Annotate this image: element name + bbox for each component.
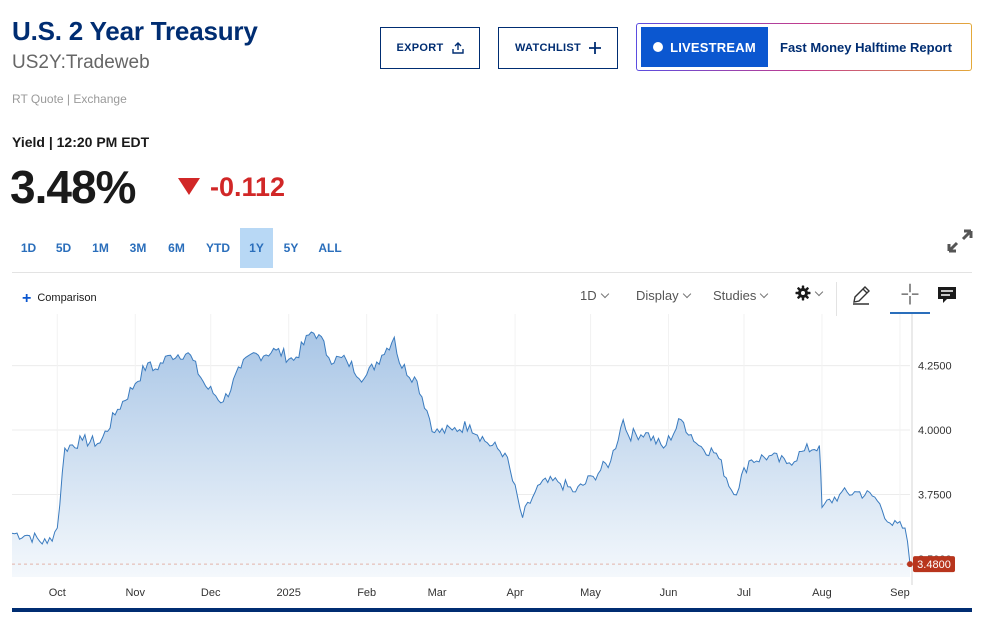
series-line xyxy=(11,331,911,565)
x-tick-label: Aug xyxy=(812,587,832,599)
livestream-label: LIVESTREAM xyxy=(670,39,756,55)
pencil-icon[interactable] xyxy=(850,284,872,306)
down-arrow-icon xyxy=(178,178,200,195)
studies-label: Studies xyxy=(713,288,757,303)
expand-icon[interactable] xyxy=(946,228,974,254)
area-fill xyxy=(12,332,910,577)
toolbar-divider xyxy=(12,272,972,273)
x-tick-label: Jun xyxy=(660,587,678,599)
chevron-down-icon xyxy=(600,289,609,299)
chevron-down-icon xyxy=(760,289,769,299)
display-label: Display xyxy=(636,288,679,303)
watchlist-button[interactable]: WATCHLIST xyxy=(498,27,618,69)
livestream-banner[interactable]: LIVESTREAM Fast Money Halftime Report xyxy=(636,23,972,71)
x-tick-label: Nov xyxy=(125,587,145,599)
display-dropdown[interactable]: Display xyxy=(636,288,691,303)
quote-source: RT Quote | Exchange xyxy=(12,92,127,106)
interval-label: 1D xyxy=(580,288,597,303)
range-5d[interactable]: 5D xyxy=(55,241,72,255)
last-point xyxy=(907,561,913,568)
yield-chart[interactable]: 4.25004.00003.75003.5000OctNovDec2025Feb… xyxy=(0,314,988,608)
plus-icon: + xyxy=(22,289,32,307)
range-1m[interactable]: 1M xyxy=(92,241,109,255)
share-icon xyxy=(451,42,464,54)
x-tick-label: 2025 xyxy=(276,587,300,599)
export-label: EXPORT xyxy=(396,42,444,54)
watchlist-label: WATCHLIST xyxy=(514,42,582,54)
settings-dropdown[interactable] xyxy=(795,285,824,301)
comparison-button[interactable]: + Comparison xyxy=(22,289,97,307)
gear-icon xyxy=(795,285,811,301)
x-tick-label: Mar xyxy=(428,587,447,599)
live-dot-icon xyxy=(653,42,664,52)
range-all[interactable]: ALL xyxy=(318,241,342,255)
ticker-symbol: US2Y:Tradeweb xyxy=(12,52,150,73)
y-tick-label: 4.0000 xyxy=(918,425,952,437)
range-selector: 1D 5D 1M 3M 6M YTD 1Y 5Y ALL xyxy=(12,228,351,268)
range-5y[interactable]: 5Y xyxy=(283,241,299,255)
x-tick-label: Sep xyxy=(890,587,910,599)
range-6m[interactable]: 6M xyxy=(168,241,185,255)
livestream-show-title: Fast Money Halftime Report xyxy=(780,39,952,55)
y-tick-label: 3.7500 xyxy=(918,489,952,501)
x-tick-label: Apr xyxy=(507,587,524,599)
crosshair-icon[interactable] xyxy=(890,280,930,314)
range-3m[interactable]: 3M xyxy=(129,241,147,255)
yield-timestamp: Yield | 12:20 PM EDT xyxy=(12,134,150,150)
export-button[interactable]: EXPORT xyxy=(380,27,480,69)
livestream-badge: LIVESTREAM xyxy=(641,27,768,67)
current-yield: 3.48% xyxy=(10,161,136,213)
interval-dropdown[interactable]: 1D xyxy=(580,288,609,303)
page-title: U.S. 2 Year Treasury xyxy=(12,16,258,46)
range-1y[interactable]: 1Y xyxy=(240,228,273,268)
x-tick-label: Dec xyxy=(201,587,221,599)
last-value-badge xyxy=(913,556,955,573)
x-tick-label: Jul xyxy=(737,587,751,599)
chevron-down-icon xyxy=(814,287,824,296)
last-value-label: 3.4800 xyxy=(917,559,951,571)
x-tick-label: May xyxy=(580,587,601,599)
chevron-down-icon xyxy=(682,289,691,299)
toolbar-separator xyxy=(836,282,837,316)
plus-icon xyxy=(589,42,602,54)
comment-icon[interactable] xyxy=(936,284,958,306)
range-ytd[interactable]: YTD xyxy=(206,241,230,255)
x-tick-label: Oct xyxy=(49,587,66,599)
y-tick-label: 4.2500 xyxy=(918,361,952,373)
comparison-label: Comparison xyxy=(37,292,97,304)
range-1d[interactable]: 1D xyxy=(20,241,37,255)
yield-change: -0.112 xyxy=(210,172,286,202)
studies-dropdown[interactable]: Studies xyxy=(713,288,769,303)
chart-bottom-border xyxy=(12,608,972,612)
x-tick-label: Feb xyxy=(357,587,376,599)
